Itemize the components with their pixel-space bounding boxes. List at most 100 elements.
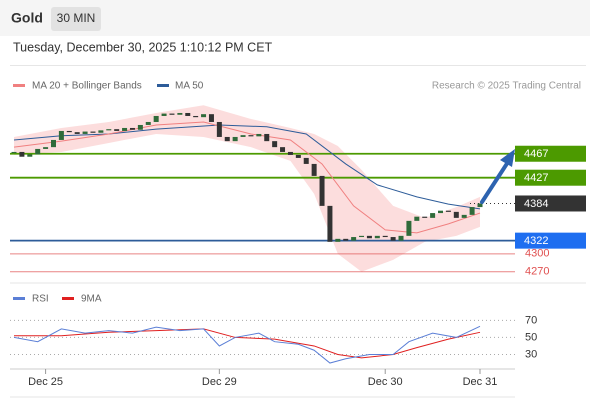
ma20-line [13, 121, 481, 234]
level-box [515, 232, 586, 249]
legend-swatch [157, 84, 169, 87]
x-tick-label: Dec 25 [28, 376, 63, 388]
candle [145, 121, 151, 125]
legend-swatch [13, 297, 25, 300]
candle [272, 141, 278, 148]
separator [10, 65, 586, 66]
level-label: 4270 [525, 266, 549, 278]
candle [114, 129, 120, 131]
candle [66, 130, 72, 133]
credit: Research © 2025 Trading Central [432, 81, 581, 92]
candle [311, 163, 317, 176]
rsi-ma-line [14, 328, 481, 359]
candle [177, 112, 183, 115]
candle [343, 238, 349, 241]
arrow [480, 160, 510, 204]
candle [201, 114, 207, 118]
candle [106, 129, 112, 131]
candle [193, 115, 199, 118]
candle [280, 147, 286, 152]
candle [58, 130, 64, 140]
candle [477, 203, 483, 208]
candle [430, 213, 436, 218]
candle [240, 135, 246, 137]
candle [422, 216, 428, 218]
legend-label: RSI [32, 294, 49, 305]
level-box [515, 145, 586, 162]
x-tick-label: Dec 31 [463, 376, 498, 388]
candle [359, 235, 365, 238]
candle [122, 127, 128, 131]
candle [264, 133, 270, 142]
candle [129, 127, 135, 130]
candle [256, 133, 262, 137]
candle [90, 131, 96, 133]
level-label: 4384 [524, 198, 548, 210]
legend-label: 9MA [81, 294, 102, 305]
legend-label: MA 20 + Bollinger Bands [32, 81, 142, 92]
candle [224, 136, 230, 142]
timeframe-button[interactable] [51, 7, 101, 31]
candle [335, 238, 341, 242]
candle [27, 154, 33, 157]
candle [414, 216, 420, 221]
rsi-line [13, 325, 481, 364]
candle [382, 235, 388, 238]
candle [208, 114, 214, 122]
candle [398, 235, 404, 241]
candle [169, 113, 175, 115]
candle [351, 237, 357, 241]
candle [374, 235, 380, 239]
candle [469, 207, 475, 215]
level-box [515, 195, 586, 212]
candle [232, 136, 238, 142]
legend-label: MA 50 [175, 81, 204, 92]
candle [35, 148, 41, 155]
candle [303, 157, 309, 164]
candle [161, 113, 167, 116]
candle [19, 151, 25, 157]
candle [137, 124, 143, 130]
candle [43, 147, 49, 149]
candle [216, 121, 222, 137]
x-tick-label: Dec 29 [202, 376, 237, 388]
bollinger-band [14, 105, 480, 272]
level-box [515, 169, 586, 186]
candle [82, 131, 88, 134]
legend-swatch [62, 297, 74, 300]
level-label: 4300 [525, 248, 549, 260]
x-tick-label: Dec 30 [368, 376, 403, 388]
candle [390, 237, 396, 241]
datetime: Tuesday, December 30, 2025 1:10:12 PM CE… [13, 40, 273, 54]
rsi-tick-label: 30 [525, 348, 537, 360]
candle [461, 214, 467, 218]
candle [11, 151, 17, 154]
candle [287, 151, 293, 155]
level-label: 4322 [524, 235, 548, 247]
candle [74, 132, 80, 134]
candle [153, 115, 159, 122]
candle [327, 205, 333, 242]
candle [295, 154, 301, 158]
level-label: 4427 [524, 172, 548, 184]
arrow-head [500, 149, 515, 167]
timeframe[interactable]: 30 MIN [57, 11, 96, 25]
candle [366, 235, 372, 239]
legend-swatch [13, 84, 25, 87]
candle [319, 175, 325, 206]
rsi-tick-label: 70 [525, 314, 537, 326]
ma50-line [13, 124, 481, 210]
symbol: Gold [11, 10, 43, 26]
candle [406, 220, 412, 236]
candle [185, 112, 191, 116]
candle [438, 210, 444, 214]
rsi-tick-label: 50 [525, 331, 537, 343]
candle [50, 139, 56, 148]
candle [445, 210, 451, 212]
level-label: 4467 [524, 148, 548, 160]
candle [248, 135, 254, 137]
candle [98, 130, 104, 133]
candle [453, 211, 459, 218]
